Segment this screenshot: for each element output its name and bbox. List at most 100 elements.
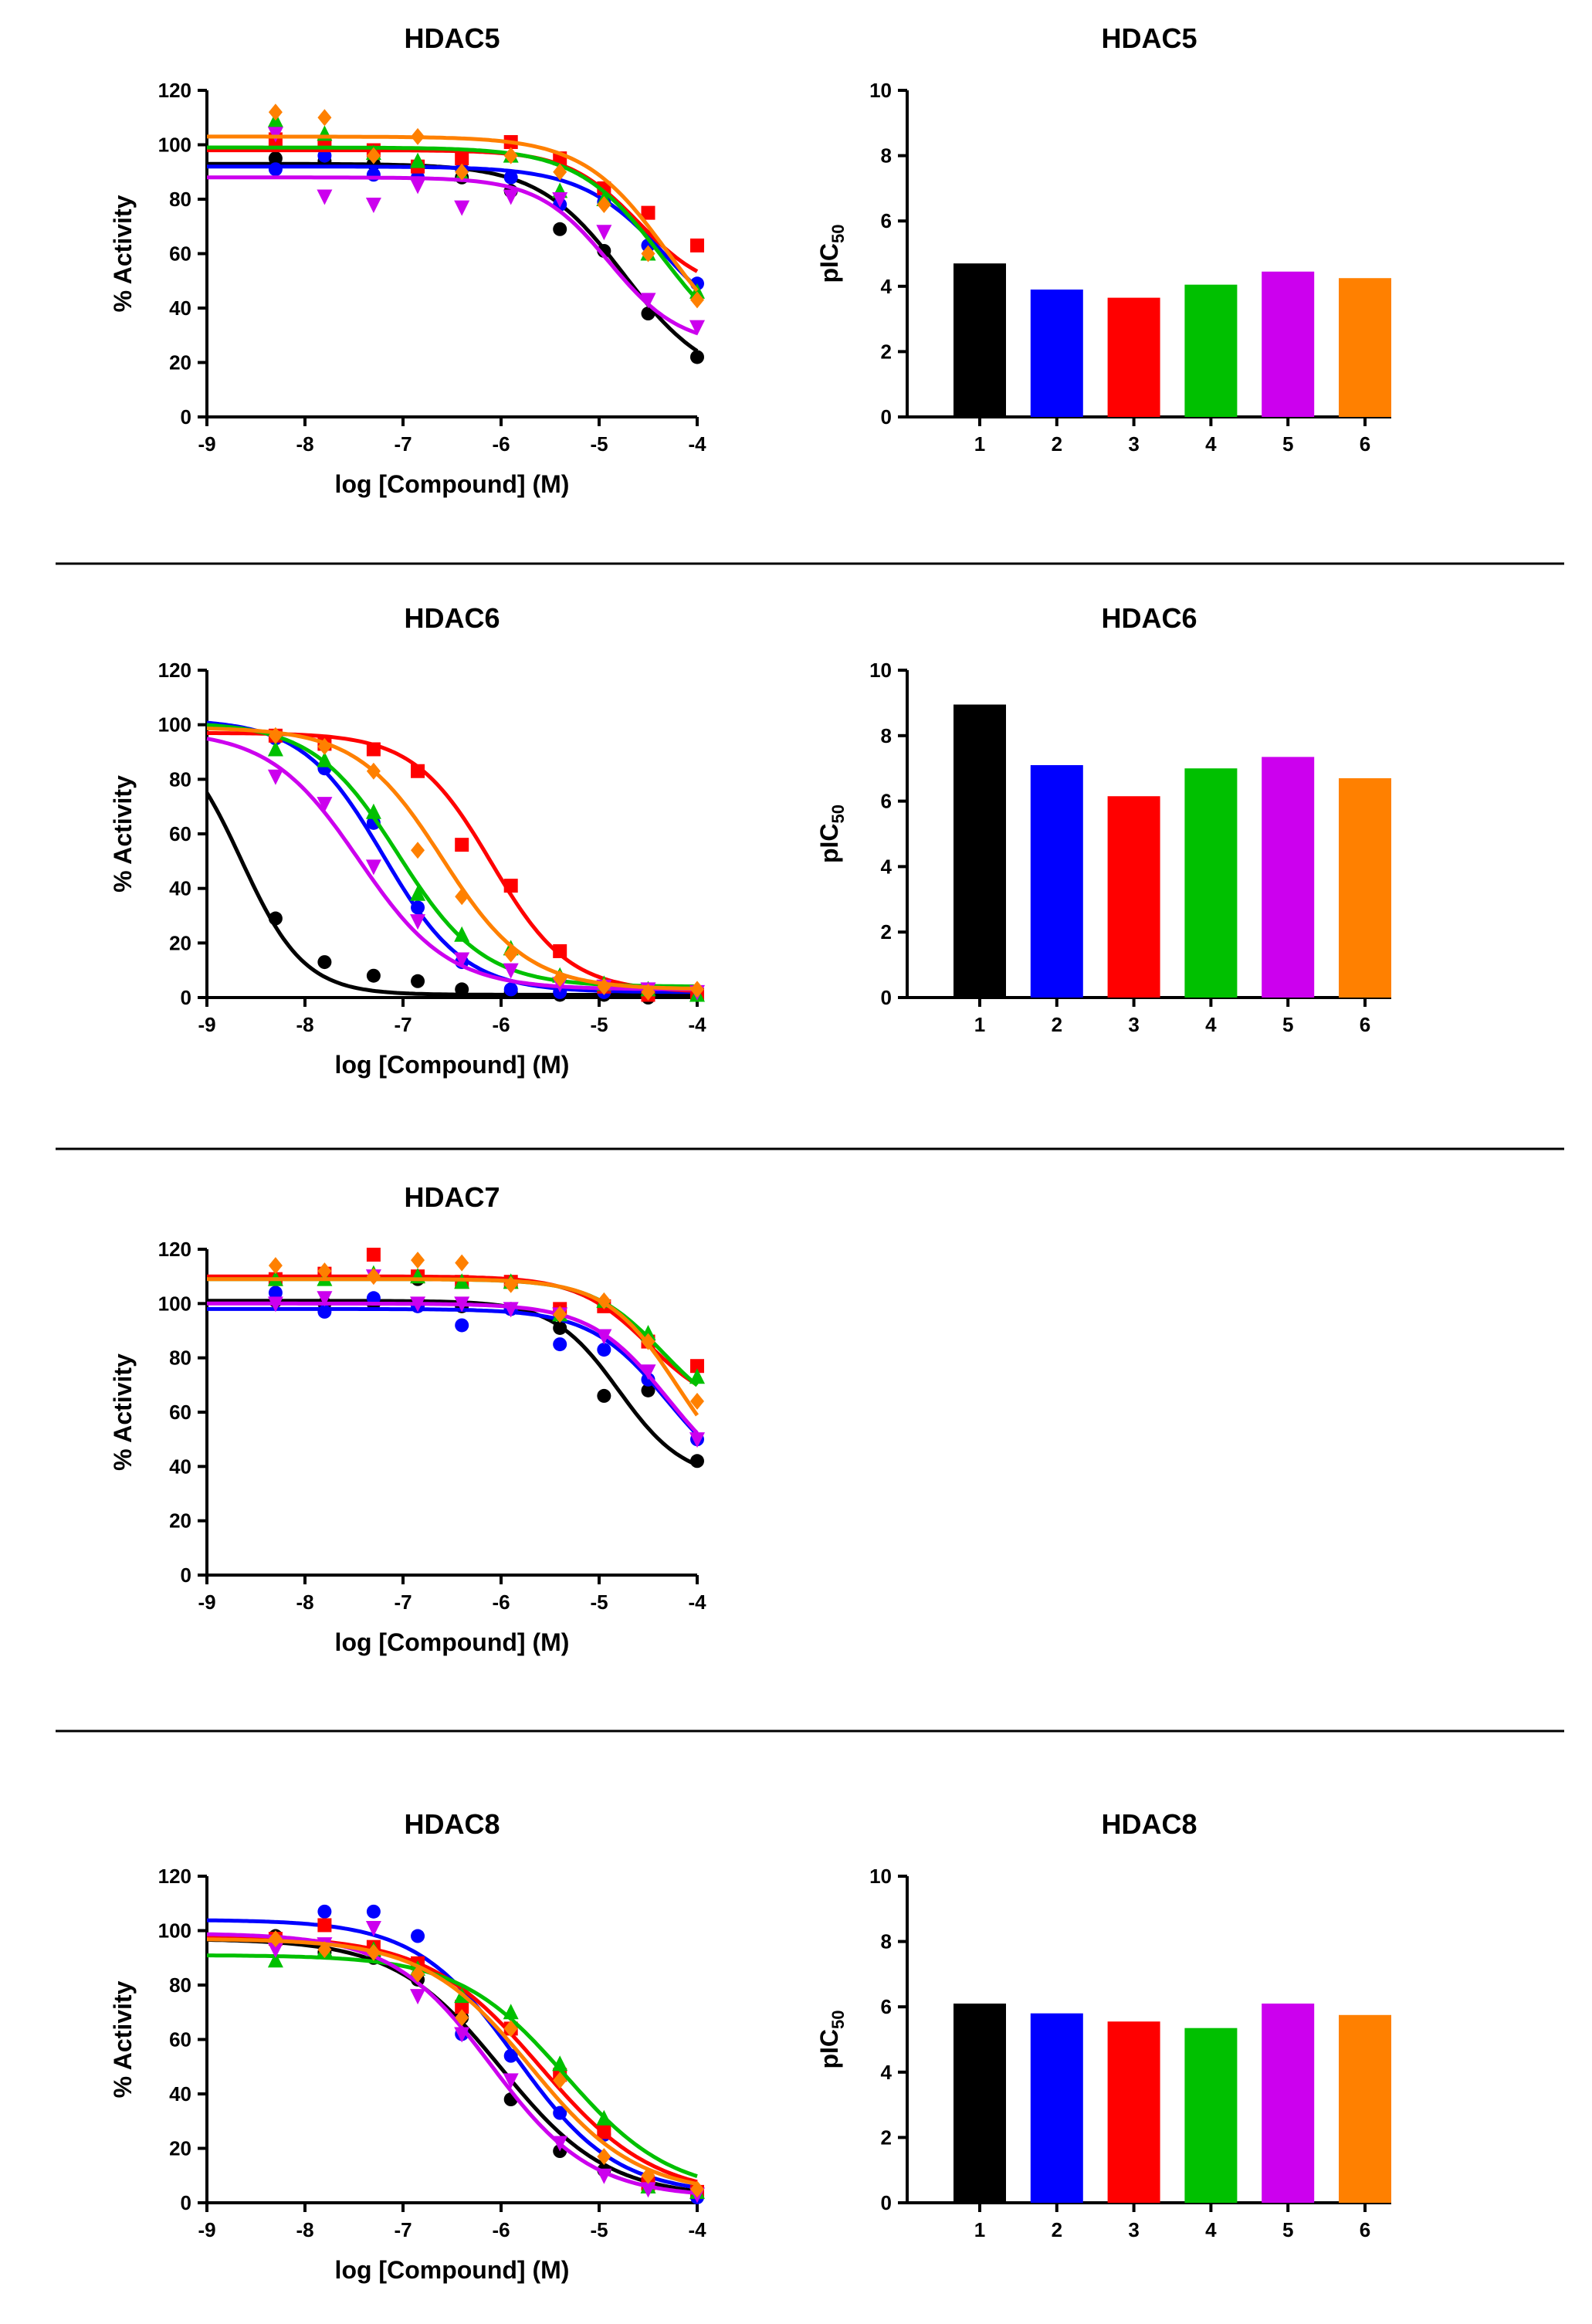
data-point: [597, 1388, 611, 1403]
y-tick-label: 0: [181, 986, 191, 1009]
data-point: [268, 911, 283, 926]
y-tick-label: 120: [158, 1865, 191, 1888]
y-tick-label: 20: [169, 351, 191, 374]
y-axis-label: % Activity: [109, 1980, 137, 2098]
y-tick-label: 20: [169, 931, 191, 954]
data-point: [597, 196, 611, 214]
y-axis-label: % Activity: [109, 775, 137, 893]
hdac7-dose-response-chart: 0 20 40 60 80 100 120 HDAC7 -9 -8 -7 -6 -5 -4 log [Com…: [109, 1181, 706, 1656]
data-point: [596, 225, 612, 241]
x-tick-label: -8: [296, 2218, 313, 2241]
y-tick-label: 2: [881, 340, 892, 363]
data-point: [689, 283, 705, 299]
y-tick-label: 4: [881, 2061, 893, 2084]
x-tick-label: -4: [688, 1013, 706, 1036]
y-tick-label: 4: [881, 275, 893, 298]
data-point: [411, 764, 425, 778]
data-point: [553, 1320, 567, 1335]
y-axis-label-main: pIC: [815, 823, 843, 863]
x-tick-label: -4: [688, 2218, 706, 2241]
data-point: [553, 222, 567, 236]
data-point: [454, 2027, 470, 2043]
data-point: [411, 1252, 425, 1269]
bar-2: [1030, 764, 1083, 998]
bar-3: [1107, 2021, 1160, 2203]
data-point: [317, 955, 332, 970]
bar-3: [1107, 796, 1160, 998]
x-tick-label: -6: [492, 1591, 510, 1614]
data-point: [411, 842, 425, 859]
fit-curve-line: [206, 1937, 698, 2194]
y-tick-label: 10: [869, 1865, 892, 1888]
x-tick-label: -8: [296, 1591, 313, 1614]
data-point: [503, 189, 519, 205]
data-point: [267, 740, 283, 757]
x-tick-label: 1: [974, 2218, 985, 2241]
x-tick-label: 4: [1205, 432, 1217, 456]
y-axis-label: % Activity: [109, 195, 137, 312]
y-axis-label-subscript: 50: [828, 2010, 848, 2028]
y-tick-label: 120: [158, 1238, 191, 1261]
bar-6: [1339, 2014, 1391, 2203]
y-tick-label: 40: [169, 877, 191, 900]
data-point: [454, 926, 470, 942]
y-tick-label: 0: [881, 986, 892, 1009]
y-tick-label: 80: [169, 188, 191, 211]
x-tick-label: 2: [1052, 2218, 1062, 2241]
x-axis-label: log [Compound] (M): [335, 470, 570, 498]
data-point: [411, 974, 425, 988]
data-point: [597, 2125, 611, 2139]
data-point: [366, 1268, 381, 1286]
y-tick-label: 80: [169, 1973, 191, 1997]
x-tick-label: 6: [1360, 1013, 1370, 1036]
x-tick-label: -5: [590, 1013, 608, 1036]
x-tick-label: -4: [688, 432, 706, 456]
x-tick-label: -5: [590, 2218, 608, 2241]
fit-curve-line: [205, 791, 697, 997]
fit-curve-line: [207, 1301, 699, 1435]
y-axis-label-subscript: 50: [828, 805, 848, 823]
bar-2: [1030, 2013, 1083, 2203]
y-tick-label: 8: [881, 724, 892, 747]
y-tick-label: 100: [158, 134, 191, 157]
data-point: [455, 163, 469, 181]
fit-curve-line: [206, 1937, 698, 2187]
x-tick-label: -9: [198, 2218, 215, 2241]
fit-curve-line: [207, 134, 699, 293]
x-tick-label: 4: [1205, 1013, 1217, 1036]
y-tick-label: 10: [869, 659, 892, 682]
data-point: [690, 291, 704, 309]
data-point: [268, 1930, 283, 1948]
fit-curve-line: [206, 720, 697, 994]
data-point: [641, 307, 655, 321]
data-point: [641, 1383, 655, 1397]
data-point: [454, 952, 470, 968]
y-tick-label: 120: [158, 79, 191, 102]
data-point: [553, 1306, 567, 1323]
data-point: [268, 151, 283, 166]
bar-6: [1339, 278, 1391, 417]
data-point: [552, 2055, 568, 2072]
y-tick-label: 0: [881, 405, 892, 429]
data-point: [366, 968, 381, 983]
data-point: [410, 1989, 426, 2005]
data-point: [597, 1343, 611, 1357]
data-point: [268, 1257, 283, 1275]
data-point: [317, 1262, 332, 1280]
bar-5: [1262, 271, 1315, 417]
x-tick-label: 3: [1128, 432, 1139, 456]
data-point: [410, 152, 426, 168]
data-point: [641, 983, 655, 1001]
x-tick-label: 5: [1282, 1013, 1293, 1036]
chart-title: HDAC5: [1101, 22, 1197, 54]
data-point: [503, 879, 518, 893]
bar-4: [1184, 768, 1238, 998]
data-point: [553, 163, 567, 181]
y-tick-label: 80: [169, 767, 191, 791]
data-point: [317, 797, 333, 813]
y-tick-label: 2: [881, 920, 892, 943]
y-tick-label: 80: [169, 1347, 191, 1370]
y-axis-label-subscript: 50: [828, 224, 848, 242]
data-point: [411, 1929, 425, 1943]
x-axis-label: log [Compound] (M): [335, 1628, 570, 1656]
